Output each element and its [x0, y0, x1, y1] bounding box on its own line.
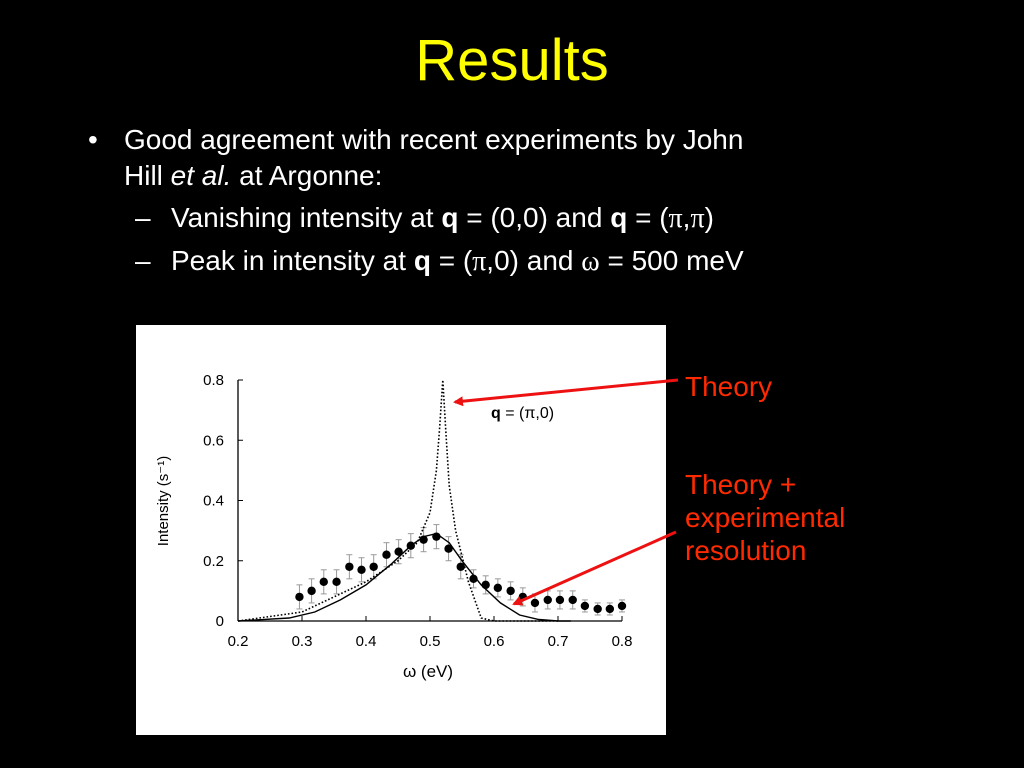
sub2-omega: ω	[581, 246, 600, 277]
sub1-q2: q	[610, 202, 628, 233]
inset-label-q: q	[491, 405, 501, 422]
x-tick-label: 0.6	[484, 633, 505, 650]
sub1-pi1: π	[668, 203, 683, 234]
y-tick-label: 0.6	[203, 432, 224, 449]
bullet-1-italic: et al.	[170, 160, 232, 191]
data-point	[530, 598, 540, 608]
data-point	[605, 604, 615, 614]
bullet-1-text-a: Good agreement with recent experiments b…	[124, 124, 744, 155]
bullet-dot-icon: •	[88, 124, 98, 155]
data-point	[493, 583, 503, 593]
sub1-a: Vanishing intensity at	[171, 202, 442, 233]
data-point	[518, 592, 527, 602]
data-point	[481, 580, 490, 590]
annotation-theory-resolution: Theory + experimental resolution	[685, 468, 845, 567]
bullet-1-text-b: Hill	[124, 160, 171, 191]
sub1-q: q	[441, 202, 459, 233]
data-point	[332, 577, 341, 587]
data-point	[617, 601, 627, 611]
data-point	[345, 562, 354, 571]
y-tick-label: 0	[216, 613, 224, 630]
x-tick-label: 0.8	[612, 633, 633, 650]
slide-title: Results	[415, 28, 609, 93]
sub1-b: = (0,0) and	[458, 202, 611, 233]
sub2-q: q	[413, 245, 431, 276]
sub2-pi: π	[472, 246, 487, 277]
data-point	[444, 544, 453, 553]
bullet-list: • Good agreement with recent experiments…	[88, 122, 908, 280]
sub1-comma: ,	[682, 202, 691, 233]
data-point	[295, 592, 304, 602]
data-point	[568, 595, 577, 605]
annotation-theory: Theory	[685, 371, 773, 402]
x-tick-label: 0.5	[420, 633, 441, 650]
annotation-line-3: resolution	[685, 535, 807, 566]
intensity-chart: 0.2 0.3 0.4 0.5 0.6 0.7 0.800.20.40.60.8 ω (eV…	[155, 372, 633, 681]
data-point	[580, 601, 590, 611]
data-point	[319, 577, 328, 587]
annotation-line-2: experimental	[685, 502, 846, 533]
dash-icon: –	[135, 245, 151, 276]
inset-label: q = (π,0)	[491, 405, 554, 422]
data-point	[307, 586, 316, 596]
y-tick-label: 0.8	[203, 372, 224, 389]
data-point	[357, 565, 366, 574]
bullet-1-text-c: at Argonne:	[231, 160, 383, 191]
x-tick-label: 0.3	[292, 633, 313, 650]
sub2-b: = (	[430, 245, 473, 276]
bullet-item-1: • Good agreement with recent experiments…	[88, 122, 908, 194]
y-tick-label: 0.2	[203, 553, 224, 570]
y-tick-label: 0.4	[203, 493, 224, 510]
chart-panel: 0.2 0.3 0.4 0.5 0.6 0.7 0.8 0 0.2 0.4 0.6 0.8 ω (eV…	[136, 325, 666, 735]
theory-resolution-curve	[237, 532, 571, 622]
sub1-d: )	[704, 202, 714, 233]
data-point	[543, 595, 552, 605]
x-tick-label: 0.7	[548, 633, 569, 650]
data-point	[394, 547, 403, 556]
data-point	[369, 562, 378, 571]
data-point	[506, 586, 515, 596]
sub-bullet-2: – Peak in intensity at q = (π,0) and ω =…	[135, 243, 908, 280]
data-point	[382, 550, 391, 559]
dash-icon: –	[135, 202, 151, 233]
sub2-c: ,0) and	[486, 245, 582, 276]
data-point	[555, 595, 565, 605]
data-point	[469, 574, 478, 584]
sub2-a: Peak in intensity at	[171, 245, 414, 276]
sub2-d: = 500 meV	[599, 245, 744, 276]
sub1-pi2: π	[690, 203, 705, 234]
annotation-line-1: Theory +	[685, 469, 797, 500]
y-axis-label: Intensity (s⁻¹)	[155, 456, 172, 546]
sub1-c: = (	[627, 202, 669, 233]
x-tick-label: 0.4	[356, 633, 377, 650]
theory-curve	[237, 379, 558, 622]
data-point	[593, 604, 602, 614]
x-tick-label: 0.2	[228, 633, 249, 650]
inset-label-rest: = (π,0)	[501, 405, 554, 422]
data-point	[456, 562, 465, 571]
x-axis-label: ω (eV)	[403, 662, 453, 681]
sub-bullet-1: – Vanishing intensity at q = (0,0) and q…	[135, 200, 908, 237]
